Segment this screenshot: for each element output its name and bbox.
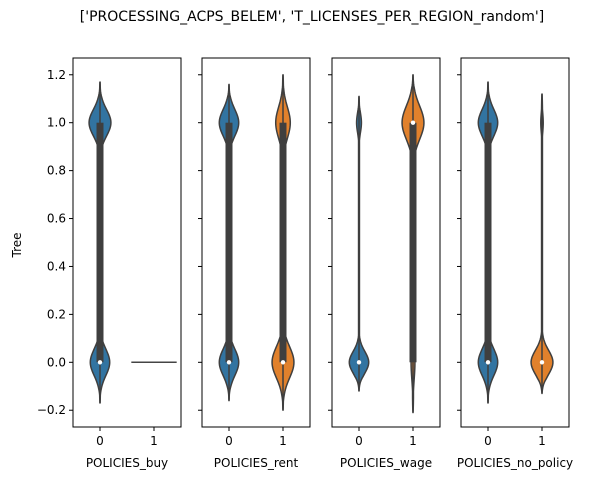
panel-frame-2 [201,57,311,428]
y-tick-label: 0.8 [47,164,66,178]
y-axis-label: Tree [10,232,24,258]
panel-1: −0.2 0.0 0.2 0.4 0.6 0.8 1.0 1.2 0 1 POLICIES_buy [37,57,182,470]
median-marker-2-cat-0 [226,360,232,365]
plot-area: −0.2 0.0 0.2 0.4 0.6 0.8 1.0 1.2 0 1 POLICIES_buy 0… [37,57,573,470]
x-tick-label: 0 [225,434,233,448]
x-tick-label: 0 [355,434,363,448]
median-marker-1-cat-0 [97,360,103,365]
median-marker-4-cat-0 [485,360,491,365]
panel-frame-4 [460,57,570,428]
median-marker-3-cat-0 [356,360,362,365]
iqr-box-2-cat-1 [279,122,287,363]
iqr-box-3-cat-1 [409,122,417,363]
panel-frame-1 [72,57,182,428]
median-marker-4-cat-1 [539,360,545,365]
median-marker-3-cat-1 [410,120,416,125]
chart-title: ['PROCESSING_ACPS_BELEM', 'T_LICENSES_PE… [80,9,544,25]
y-tick-label: 1.2 [47,68,66,82]
x-axis-label-1: POLICIES_buy [86,456,168,470]
x-tick-label: 0 [484,434,492,448]
panel-3: 0 1 POLICIES_wage [328,57,441,470]
iqr-box-4-cat-0 [484,122,492,363]
y-tick-label: 0.0 [47,355,66,369]
panel-4: 0 1 POLICIES_no_policy [457,57,573,470]
y-tick-label: −0.2 [37,403,66,417]
x-tick-label: 1 [409,434,417,448]
x-tick-label: 1 [279,434,287,448]
x-tick-label: 1 [538,434,546,448]
x-axis-label-4: POLICIES_no_policy [457,456,573,470]
x-axis-label-2: POLICIES_rent [214,456,299,470]
y-tick-label: 1.0 [47,116,66,130]
x-axis-label-3: POLICIES_wage [340,456,432,470]
panel-2: 0 1 POLICIES_rent [198,57,311,470]
iqr-box-2-cat-0 [225,122,233,363]
y-tick-label: 0.6 [47,212,66,226]
y-tick-label: 0.2 [47,307,66,321]
panel-frame-3 [331,57,441,428]
median-marker-2-cat-1 [280,360,286,365]
x-tick-label: 1 [150,434,158,448]
x-tick-label: 0 [96,434,104,448]
iqr-box-1-cat-0 [96,122,104,363]
y-tick-label: 0.4 [47,259,66,273]
